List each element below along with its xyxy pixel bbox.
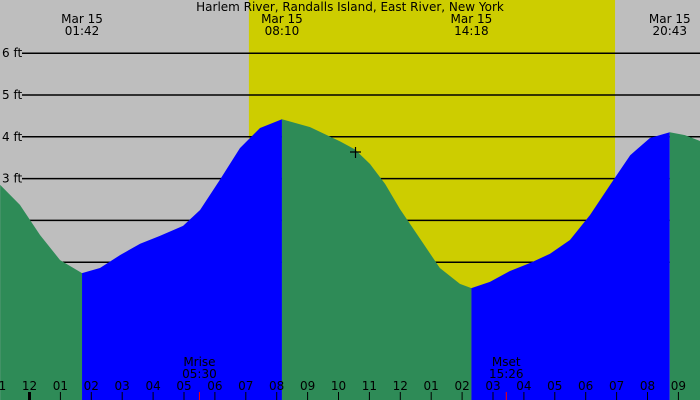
x-tick-label: 12 bbox=[393, 379, 408, 393]
extreme-time: 01:42 bbox=[65, 24, 100, 38]
extreme-date: Mar 15 bbox=[649, 12, 691, 26]
extreme-date: Mar 15 bbox=[261, 12, 303, 26]
falling-tide-area bbox=[281, 119, 472, 400]
x-tick-label: 12 bbox=[22, 379, 37, 393]
moon-event-label: Mset bbox=[492, 355, 521, 369]
crosshair-icon bbox=[350, 147, 361, 158]
falling-tide-area bbox=[0, 184, 83, 400]
y-tick-label: 5 ft bbox=[2, 88, 22, 102]
extreme-date: Mar 15 bbox=[451, 12, 493, 26]
x-tick-label: 05 bbox=[547, 379, 562, 393]
x-tick-label: 04 bbox=[516, 379, 531, 393]
rising-tide-area bbox=[82, 119, 282, 400]
x-tick-label: 07 bbox=[238, 379, 253, 393]
x-tick-label: 06 bbox=[207, 379, 222, 393]
chart-title: Harlem River, Randalls Island, East Rive… bbox=[196, 0, 504, 14]
moon-event-time: 15:26 bbox=[489, 367, 524, 381]
x-tick-label: 01 bbox=[53, 379, 68, 393]
x-tick-label: 03 bbox=[115, 379, 130, 393]
extreme-time: 08:10 bbox=[265, 24, 300, 38]
x-tick-label: 09 bbox=[671, 379, 686, 393]
extreme-date: Mar 15 bbox=[61, 12, 103, 26]
extreme-time: 14:18 bbox=[454, 24, 489, 38]
x-tick-label: 04 bbox=[145, 379, 160, 393]
y-tick-label: 4 ft bbox=[2, 130, 22, 144]
moon-event-time: 05:30 bbox=[182, 367, 217, 381]
y-tick-label: 3 ft bbox=[2, 172, 22, 186]
falling-tide-area bbox=[669, 132, 700, 400]
x-tick-label: 02 bbox=[454, 379, 469, 393]
x-tick-label: 11 bbox=[0, 379, 6, 393]
x-tick-label: 02 bbox=[84, 379, 99, 393]
x-tick-label: 08 bbox=[269, 379, 284, 393]
rising-tide-area bbox=[471, 132, 670, 400]
x-tick-label: 06 bbox=[578, 379, 593, 393]
moon-event-label: Mrise bbox=[183, 355, 215, 369]
x-tick-label: 10 bbox=[331, 379, 346, 393]
x-tick-label: 01 bbox=[424, 379, 439, 393]
x-tick-label: 09 bbox=[300, 379, 315, 393]
x-tick-label: 11 bbox=[362, 379, 377, 393]
extreme-time: 20:43 bbox=[652, 24, 687, 38]
x-tick-label: 07 bbox=[609, 379, 624, 393]
y-tick-label: 6 ft bbox=[2, 46, 22, 60]
x-tick-label: 03 bbox=[485, 379, 500, 393]
x-tick-label: 05 bbox=[176, 379, 191, 393]
x-tick-label: 08 bbox=[640, 379, 655, 393]
